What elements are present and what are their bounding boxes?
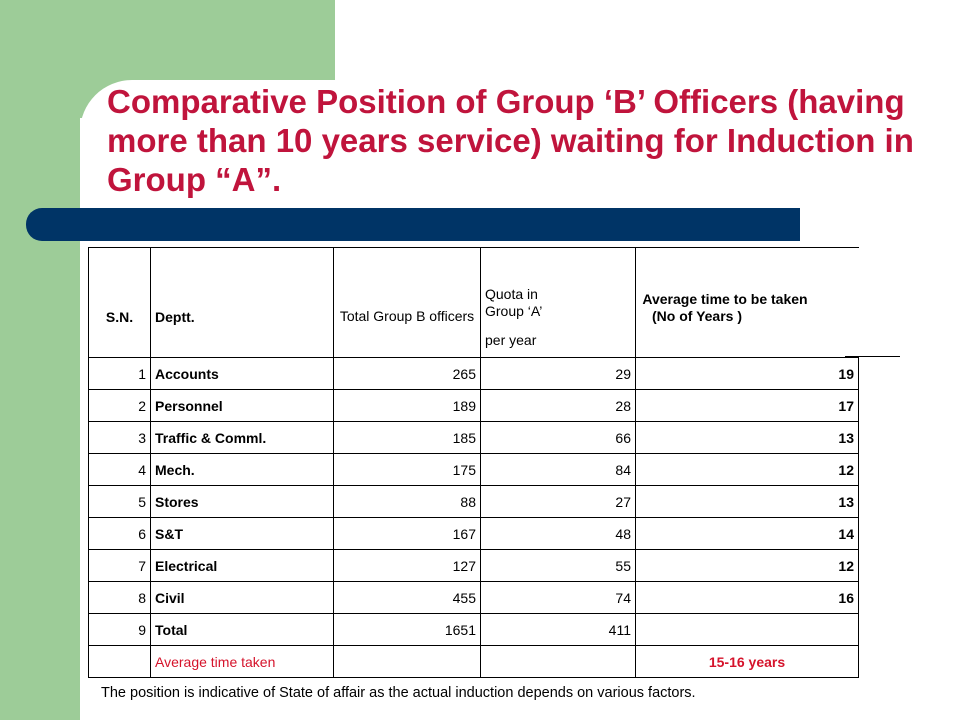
cell-dept: Civil [150,581,334,614]
cell-avg: 13 [635,485,859,518]
cell-sn: 6 [88,517,151,550]
cell-quota: 28 [480,389,636,422]
table-row: 5 Stores 88 27 13 [88,485,859,518]
table-footer-row: Average time taken 15-16 years [88,645,859,678]
cell-total: 189 [333,389,481,422]
cell-quota: 74 [480,581,636,614]
header-underline-extension [845,356,900,357]
header-total: Total Group B officers [333,247,481,358]
cell-avg: 13 [635,421,859,454]
header-quota-line2: per year [485,332,537,348]
cell-total: 175 [333,453,481,486]
cell-dept: Personnel [150,389,334,422]
cell-quota: 411 [480,613,636,646]
table-row: 8 Civil 455 74 16 [88,581,859,614]
cell-avg [635,613,859,646]
cell-sn: 3 [88,421,151,454]
cell-sn: 1 [88,357,151,390]
cell-avg: 19 [635,357,859,390]
cell-quota: 84 [480,453,636,486]
cell-empty [333,645,481,678]
cell-empty [88,645,151,678]
cell-dept: Mech. [150,453,334,486]
cell-avg: 12 [635,453,859,486]
cell-total: 455 [333,581,481,614]
cell-quota: 48 [480,517,636,550]
average-time-value: 15-16 years [635,645,859,678]
cell-sn: 4 [88,453,151,486]
cell-avg: 17 [635,389,859,422]
header-avg-line2: (No of Years ) [652,308,742,324]
table-row: 1 Accounts 265 29 19 [88,357,859,390]
cell-quota: 27 [480,485,636,518]
cell-total: 185 [333,421,481,454]
header-avg-line1: Average time to be taken [642,291,808,307]
cell-total: 1651 [333,613,481,646]
cell-quota: 29 [480,357,636,390]
cell-total: 127 [333,549,481,582]
cell-dept: Electrical [150,549,334,582]
table-row: 4 Mech. 175 84 12 [88,453,859,486]
green-side-strip [0,0,80,720]
cell-sn: 2 [88,389,151,422]
slide-title: Comparative Position of Group ‘B’ Office… [107,83,914,198]
cell-sn: 9 [88,613,151,646]
cell-sn: 8 [88,581,151,614]
table-row: 9 Total 1651 411 [88,613,859,646]
cell-avg: 16 [635,581,859,614]
table-row: 6 S&T 167 48 14 [88,517,859,550]
cell-dept: S&T [150,517,334,550]
cell-total: 265 [333,357,481,390]
cell-sn: 7 [88,549,151,582]
cell-total: 88 [333,485,481,518]
table-row: 7 Electrical 127 55 12 [88,549,859,582]
table-container: S.N. Deptt. Total Group B officers Quota… [88,247,859,678]
officers-table: S.N. Deptt. Total Group B officers Quota… [88,247,859,678]
cell-dept: Traffic & Comml. [150,421,334,454]
cell-empty [480,645,636,678]
cell-total: 167 [333,517,481,550]
cell-dept: Total [150,613,334,646]
header-quota-line1: Quota in Group ‘A’ [485,286,543,319]
table-header-row: S.N. Deptt. Total Group B officers Quota… [88,247,859,358]
cell-avg: 14 [635,517,859,550]
cell-quota: 55 [480,549,636,582]
cell-avg: 12 [635,549,859,582]
header-dept: Deptt. [150,247,334,358]
header-quota: Quota in Group ‘A’ per year [480,247,636,358]
header-sn: S.N. [88,247,151,358]
table-row: 3 Traffic & Comml. 185 66 13 [88,421,859,454]
blue-divider-bar [26,208,800,241]
footnote: The position is indicative of State of a… [101,685,696,701]
cell-quota: 66 [480,421,636,454]
cell-dept: Accounts [150,357,334,390]
table-row: 2 Personnel 189 28 17 [88,389,859,422]
cell-dept: Stores [150,485,334,518]
average-time-label: Average time taken [150,645,334,678]
header-avg: Average time to be taken (No of Years ) [635,247,859,358]
cell-sn: 5 [88,485,151,518]
